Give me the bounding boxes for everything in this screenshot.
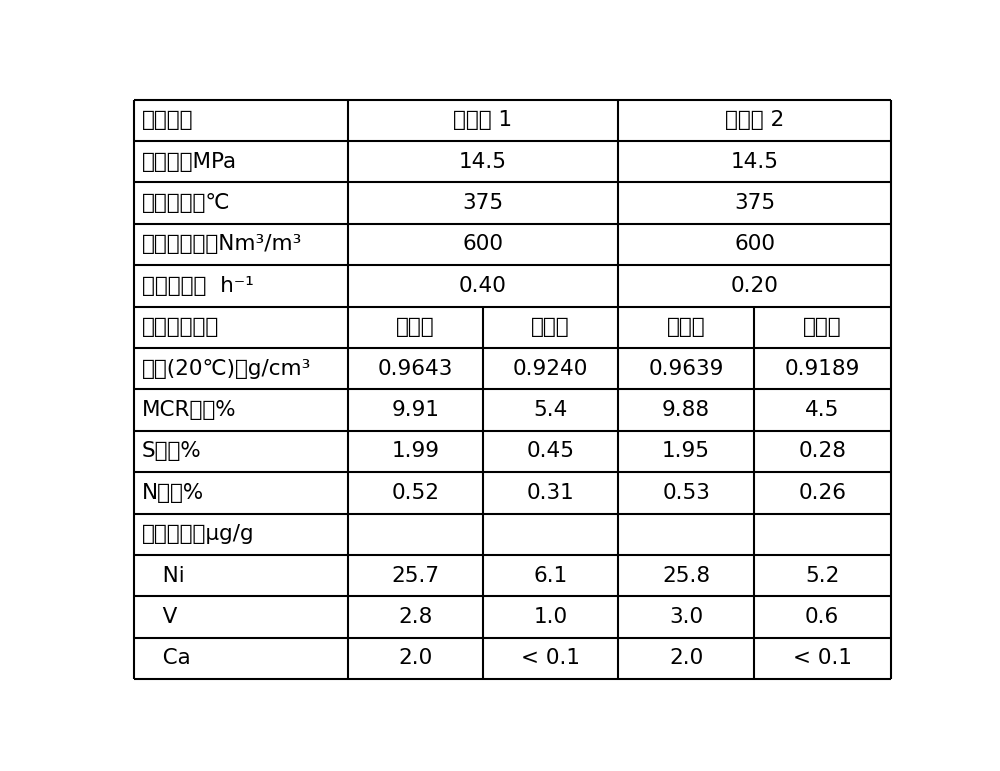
Text: 加氢后: 加氢后 — [531, 318, 570, 337]
Text: 6.1: 6.1 — [534, 566, 568, 586]
Text: MCR，重%: MCR，重% — [142, 400, 237, 420]
Text: 14.5: 14.5 — [731, 152, 779, 172]
Text: V: V — [142, 607, 177, 627]
Text: 0.53: 0.53 — [662, 483, 710, 503]
Text: 0.40: 0.40 — [459, 276, 507, 296]
Text: 600: 600 — [463, 234, 504, 254]
Text: Ni: Ni — [142, 566, 185, 586]
Text: 3.0: 3.0 — [669, 607, 703, 627]
Text: 0.45: 0.45 — [527, 442, 575, 461]
Text: 25.8: 25.8 — [662, 566, 710, 586]
Text: 14.5: 14.5 — [459, 152, 507, 172]
Text: 0.52: 0.52 — [391, 483, 439, 503]
Text: 0.9189: 0.9189 — [785, 359, 860, 379]
Text: < 0.1: < 0.1 — [793, 648, 852, 668]
Text: 密度(20℃)，g/cm³: 密度(20℃)，g/cm³ — [142, 359, 311, 379]
Text: 25.7: 25.7 — [391, 566, 439, 586]
Text: 0.28: 0.28 — [798, 442, 846, 461]
Text: 2.8: 2.8 — [398, 607, 432, 627]
Text: 气油体积比，Nm³/m³: 气油体积比，Nm³/m³ — [142, 234, 302, 254]
Text: 600: 600 — [734, 234, 775, 254]
Text: 1.99: 1.99 — [391, 442, 439, 461]
Text: 氢分压，MPa: 氢分压，MPa — [142, 152, 237, 172]
Text: 5.2: 5.2 — [805, 566, 839, 586]
Text: 2.0: 2.0 — [669, 648, 703, 668]
Text: 4.5: 4.5 — [805, 400, 839, 420]
Text: 常压渣油性质: 常压渣油性质 — [142, 318, 219, 337]
Text: 0.9639: 0.9639 — [648, 359, 724, 379]
Text: 加氢前: 加氢前 — [667, 318, 705, 337]
Text: 0.31: 0.31 — [527, 483, 575, 503]
Text: 9.91: 9.91 — [391, 400, 439, 420]
Text: 1.95: 1.95 — [662, 442, 710, 461]
Text: S，重%: S，重% — [142, 442, 202, 461]
Text: 加氢前: 加氢前 — [396, 318, 435, 337]
Text: 375: 375 — [734, 193, 775, 213]
Text: 工艺条件: 工艺条件 — [142, 110, 194, 130]
Text: 液时空速，  h⁻¹: 液时空速， h⁻¹ — [142, 276, 254, 296]
Text: 加氢后: 加氢后 — [803, 318, 842, 337]
Text: 0.6: 0.6 — [805, 607, 839, 627]
Text: 0.26: 0.26 — [798, 483, 846, 503]
Text: Ca: Ca — [142, 648, 191, 668]
Text: 0.20: 0.20 — [731, 276, 778, 296]
Text: < 0.1: < 0.1 — [521, 648, 580, 668]
Text: 375: 375 — [462, 193, 504, 213]
Text: 实施例 1: 实施例 1 — [453, 110, 513, 130]
Text: 9.88: 9.88 — [662, 400, 710, 420]
Text: 金属含量，μg/g: 金属含量，μg/g — [142, 524, 255, 544]
Text: N，重%: N，重% — [142, 483, 204, 503]
Text: 0.9240: 0.9240 — [513, 359, 588, 379]
Text: 5.4: 5.4 — [534, 400, 568, 420]
Text: 2.0: 2.0 — [398, 648, 432, 668]
Text: 1.0: 1.0 — [534, 607, 568, 627]
Text: 反应温度，℃: 反应温度，℃ — [142, 193, 231, 213]
Text: 0.9643: 0.9643 — [378, 359, 453, 379]
Text: 实施例 2: 实施例 2 — [725, 110, 784, 130]
